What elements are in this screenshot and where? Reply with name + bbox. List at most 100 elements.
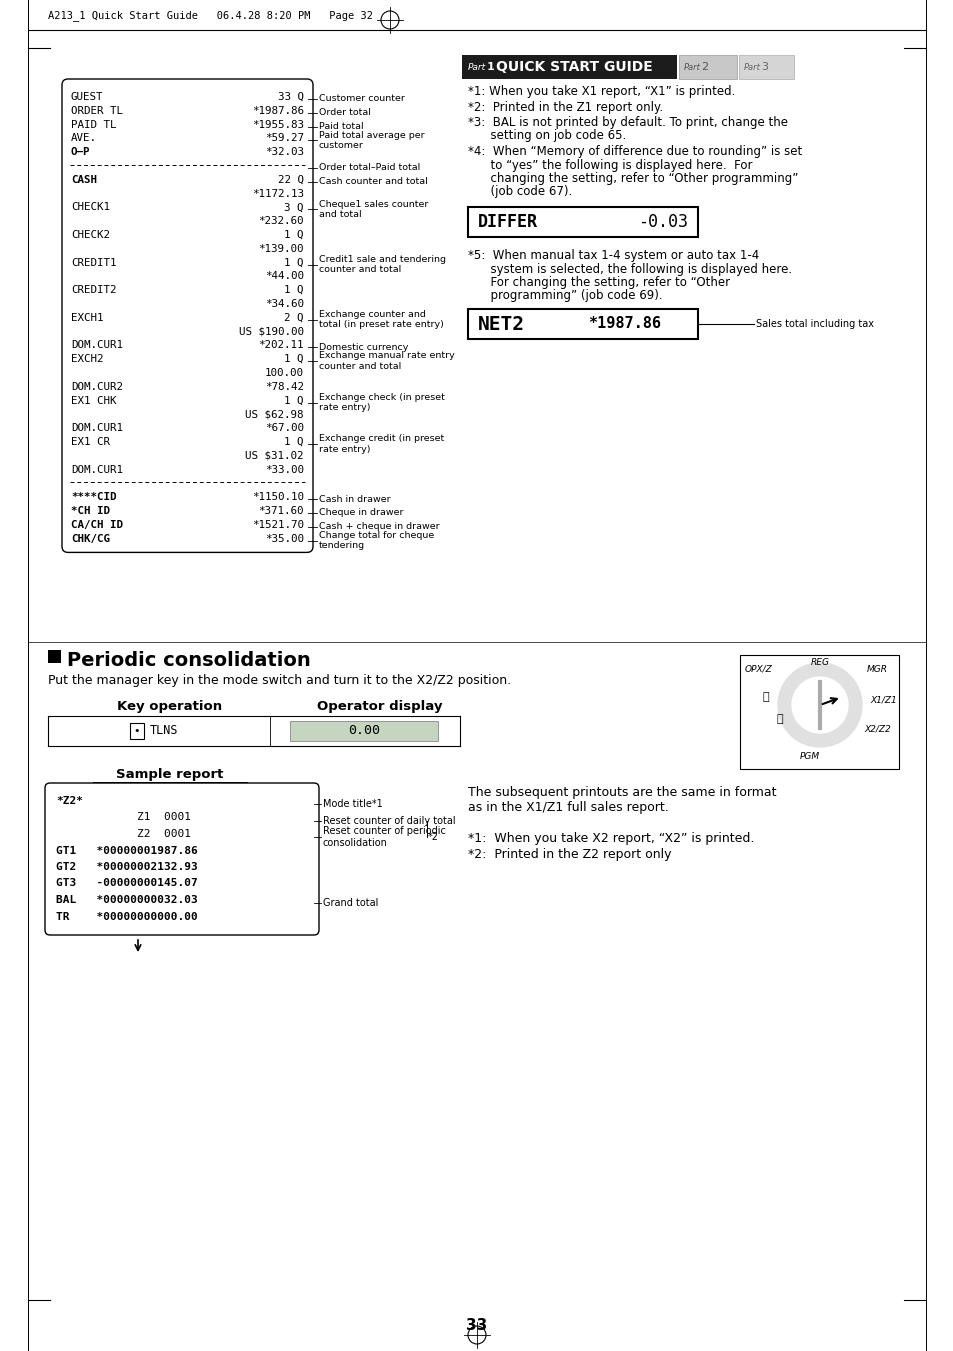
- Text: PAID TL: PAID TL: [71, 120, 116, 130]
- Text: *202.11: *202.11: [258, 340, 304, 350]
- Text: TR    *00000000000.00: TR *00000000000.00: [56, 912, 197, 921]
- Bar: [290, 721, 437, 740]
- Text: CA/CH ID: CA/CH ID: [71, 520, 123, 530]
- Text: changing the setting, refer to “Other programming”: changing the setting, refer to “Other pr…: [468, 172, 798, 185]
- Text: *1172.13: *1172.13: [252, 189, 304, 199]
- Text: DOM.CUR2: DOM.CUR2: [71, 382, 123, 392]
- Text: to “yes” the following is displayed here.  For: to “yes” the following is displayed here…: [468, 158, 752, 172]
- Text: 22 Q: 22 Q: [277, 174, 304, 185]
- Text: ⏻: ⏻: [761, 692, 768, 703]
- Text: *1: When you take X1 report, “X1” is printed.: *1: When you take X1 report, “X1” is pri…: [468, 85, 735, 99]
- Text: *1955.83: *1955.83: [252, 120, 304, 130]
- Text: US $31.02: US $31.02: [245, 451, 304, 461]
- Text: Z2  0001: Z2 0001: [56, 830, 191, 839]
- Bar: [679, 55, 737, 78]
- Text: *59.27: *59.27: [265, 134, 304, 143]
- Text: Sales total including tax: Sales total including tax: [755, 319, 873, 330]
- Text: 2 Q: 2 Q: [284, 313, 304, 323]
- Text: Grand total: Grand total: [323, 898, 378, 908]
- Text: *1987.86: *1987.86: [587, 316, 660, 331]
- Text: *Z2*: *Z2*: [56, 796, 83, 807]
- Text: REG: REG: [810, 658, 828, 667]
- Text: Domestic currency: Domestic currency: [318, 343, 408, 351]
- Text: *5:  When manual tax 1-4 system or auto tax 1-4: *5: When manual tax 1-4 system or auto t…: [468, 249, 759, 262]
- Text: *35.00: *35.00: [265, 534, 304, 543]
- Text: Key operation: Key operation: [117, 700, 222, 713]
- Text: 33: 33: [466, 1319, 487, 1333]
- Text: *232.60: *232.60: [258, 216, 304, 226]
- Text: 2: 2: [700, 62, 707, 72]
- Text: 3 Q: 3 Q: [284, 203, 304, 212]
- Text: A213_1 Quick Start Guide   06.4.28 8:20 PM   Page 32: A213_1 Quick Start Guide 06.4.28 8:20 PM…: [48, 11, 373, 22]
- Text: Exchange check (in preset
rate entry): Exchange check (in preset rate entry): [318, 393, 444, 412]
- Text: O–P: O–P: [71, 147, 91, 157]
- Text: CREDIT1: CREDIT1: [71, 258, 116, 267]
- Text: CREDIT2: CREDIT2: [71, 285, 116, 296]
- Bar: [130, 723, 144, 739]
- Text: Part: Part: [683, 62, 700, 72]
- Text: EXCH1: EXCH1: [71, 313, 103, 323]
- Text: EX1 CR: EX1 CR: [71, 436, 110, 447]
- Text: *33.00: *33.00: [265, 465, 304, 474]
- Text: The subsequent printouts are the same in format
as in the X1/Z1 full sales repor: The subsequent printouts are the same in…: [468, 786, 776, 815]
- Text: EXCH2: EXCH2: [71, 354, 103, 365]
- Text: OPX/Z: OPX/Z: [744, 665, 772, 674]
- Text: Sample report: Sample report: [116, 767, 223, 781]
- FancyBboxPatch shape: [62, 78, 313, 553]
- Text: 1: 1: [486, 62, 495, 72]
- Text: Z1  0001: Z1 0001: [56, 812, 191, 823]
- Text: Order total–Paid total: Order total–Paid total: [318, 163, 420, 173]
- Text: *44.00: *44.00: [265, 272, 304, 281]
- Text: 0.00: 0.00: [348, 724, 379, 738]
- Text: Exchange counter and
total (in preset rate entry): Exchange counter and total (in preset ra…: [318, 309, 443, 330]
- Text: DOM.CUR1: DOM.CUR1: [71, 423, 123, 434]
- Text: Paid total average per
customer: Paid total average per customer: [318, 131, 424, 150]
- Text: *2:  Printed in the Z2 report only: *2: Printed in the Z2 report only: [468, 848, 671, 861]
- Text: 1 Q: 1 Q: [284, 258, 304, 267]
- Text: DOM.CUR1: DOM.CUR1: [71, 340, 123, 350]
- Text: NET2: NET2: [477, 315, 524, 334]
- Bar: [468, 207, 698, 236]
- Text: 33 Q: 33 Q: [277, 92, 304, 101]
- Text: Part: Part: [468, 62, 486, 72]
- Text: GUEST: GUEST: [71, 92, 103, 101]
- Text: X2/Z2: X2/Z2: [863, 725, 890, 734]
- Text: GT2   *00000002132.93: GT2 *00000002132.93: [56, 862, 197, 871]
- Bar: [461, 55, 677, 78]
- FancyBboxPatch shape: [45, 784, 318, 935]
- Text: Operator display: Operator display: [317, 700, 442, 713]
- Text: CHECK2: CHECK2: [71, 230, 110, 240]
- Text: ORDER TL: ORDER TL: [71, 105, 123, 116]
- Text: *1:  When you take X2 report, “X2” is printed.: *1: When you take X2 report, “X2” is pri…: [468, 832, 754, 844]
- Text: *3:  BAL is not printed by default. To print, change the: *3: BAL is not printed by default. To pr…: [468, 116, 787, 128]
- Text: Part: Part: [743, 62, 760, 72]
- Text: •: •: [133, 725, 140, 736]
- Text: 🔁: 🔁: [776, 713, 782, 724]
- Text: 1 Q: 1 Q: [284, 354, 304, 365]
- Text: Reset counter of daily total: Reset counter of daily total: [323, 816, 456, 825]
- Text: Cash in drawer: Cash in drawer: [318, 494, 390, 504]
- Text: Cash + cheque in drawer: Cash + cheque in drawer: [318, 523, 439, 531]
- Text: 1 Q: 1 Q: [284, 436, 304, 447]
- Text: *1987.86: *1987.86: [252, 105, 304, 116]
- Text: Periodic consolidation: Periodic consolidation: [67, 651, 311, 670]
- Text: Cheque in drawer: Cheque in drawer: [318, 508, 403, 517]
- Text: 3: 3: [760, 62, 767, 72]
- Text: Exchange credit (in preset
rate entry): Exchange credit (in preset rate entry): [318, 434, 444, 454]
- Text: *1150.10: *1150.10: [252, 492, 304, 503]
- Text: Cheque1 sales counter
and total: Cheque1 sales counter and total: [318, 200, 428, 219]
- Text: programming” (job code 69).: programming” (job code 69).: [468, 289, 662, 303]
- Circle shape: [791, 677, 847, 734]
- Text: Exchange manual rate entry
counter and total: Exchange manual rate entry counter and t…: [318, 351, 455, 370]
- Text: X1/Z1: X1/Z1: [869, 696, 896, 704]
- Text: (job code 67).: (job code 67).: [468, 185, 572, 199]
- Text: PGM: PGM: [800, 753, 820, 761]
- Text: Credit1 sale and tendering
counter and total: Credit1 sale and tendering counter and t…: [318, 255, 446, 274]
- Text: QUICK START GUIDE: QUICK START GUIDE: [496, 59, 652, 74]
- Text: US $62.98: US $62.98: [245, 409, 304, 419]
- Text: Cash counter and total: Cash counter and total: [318, 177, 427, 186]
- Text: GT3   -00000000145.07: GT3 -00000000145.07: [56, 878, 197, 889]
- Text: system is selected, the following is displayed here.: system is selected, the following is dis…: [468, 262, 791, 276]
- Text: For changing the setting, refer to “Other: For changing the setting, refer to “Othe…: [468, 276, 729, 289]
- Text: TLNS: TLNS: [150, 724, 178, 738]
